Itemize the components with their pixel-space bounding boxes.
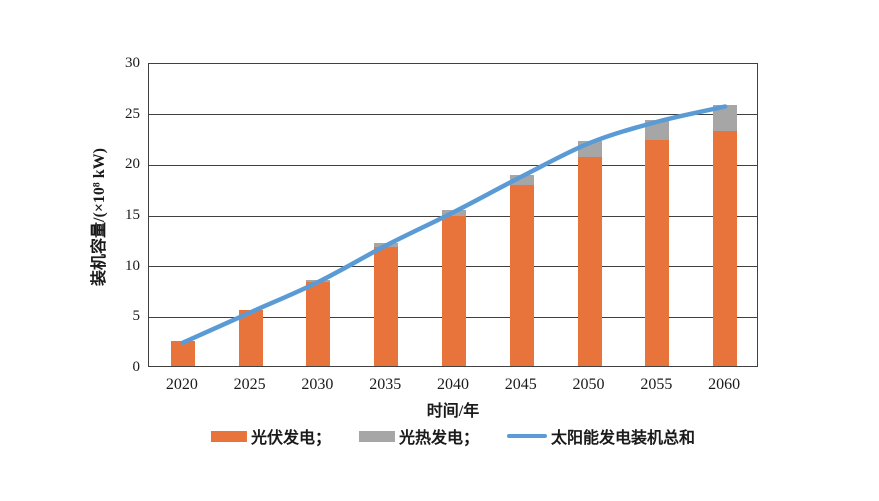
total-line <box>180 104 728 345</box>
x-tick-label: 2035 <box>369 376 402 393</box>
x-axis-title: 时间/年 <box>426 403 480 420</box>
legend-swatch-bar-icon <box>358 430 395 442</box>
bar-segment-pv <box>645 140 670 366</box>
bar-segment-pv <box>577 157 602 366</box>
bar-segment-pv <box>509 184 534 366</box>
x-tick-label: 2025 <box>233 376 266 393</box>
bar-segment-pv <box>238 310 263 366</box>
total-line-layer <box>180 104 728 345</box>
y-tick-label: 20 <box>125 156 140 173</box>
legend-item: 太阳能发电装机总和 <box>507 424 695 448</box>
bar-segment-pv <box>442 216 466 366</box>
gridline <box>149 114 757 116</box>
x-tick-label: 2055 <box>640 376 673 393</box>
y-tick-label: 0 <box>132 359 141 375</box>
legend-swatch-line-icon <box>507 433 548 439</box>
y-tick-label: 15 <box>125 207 140 223</box>
bar-segment-pv <box>374 247 399 366</box>
legend-item: 光伏发电； <box>210 424 331 448</box>
plot-area <box>148 63 758 367</box>
bar-segment-csp <box>509 174 534 185</box>
x-tick-label: 2030 <box>301 376 334 393</box>
bar-segment-pv <box>713 130 738 366</box>
legend-swatch-bar-icon <box>210 430 247 442</box>
bar-segment-pv <box>306 281 331 366</box>
x-tick-label: 2040 <box>436 376 469 393</box>
y-tick-label: 25 <box>125 105 140 122</box>
x-tick-label: 2060 <box>708 376 741 393</box>
y-tick-label: 30 <box>125 55 140 71</box>
legend-label: 光伏发电； <box>250 430 331 447</box>
legend-item: 光热发电； <box>358 424 480 448</box>
y-tick-label: 10 <box>125 257 140 274</box>
x-tick-label: 2045 <box>504 376 537 393</box>
x-tick-label: 2020 <box>165 376 198 393</box>
x-tick-label: 2050 <box>572 376 605 393</box>
legend-label: 光热发电； <box>398 430 480 447</box>
legend: 光伏发电； 光热发电； 太阳能发电装机总和 <box>210 424 695 448</box>
gridline <box>149 164 757 166</box>
legend-label: 太阳能发电装机总和 <box>551 430 696 447</box>
y-tick-label: 5 <box>132 308 141 325</box>
